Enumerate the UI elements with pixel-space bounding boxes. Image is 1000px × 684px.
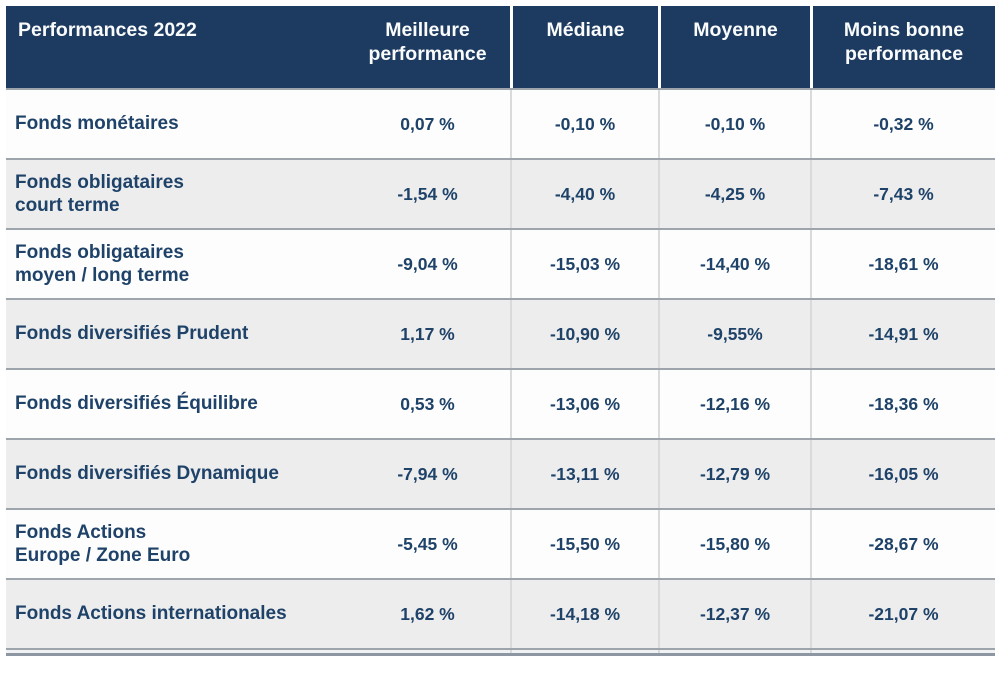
- row-label: Fonds diversifiés Dynamique: [15, 463, 279, 485]
- row-value: -1,54 %: [397, 183, 458, 204]
- row-value: 0,07 %: [400, 113, 455, 134]
- row-value: -15,80 %: [658, 510, 810, 578]
- footer-spacer: [6, 650, 345, 653]
- row-value: 1,62 %: [400, 603, 455, 624]
- row-label: Fonds monétaires: [15, 113, 179, 135]
- footer-spacer: [658, 650, 810, 653]
- table-row: Fonds diversifiés Prudent 1,17 % -10,90 % -…: [6, 298, 995, 368]
- table-header-row: Performances 2022 Meilleure performance …: [6, 6, 995, 88]
- row-value: -15,03 %: [510, 230, 658, 298]
- row-value: -4,25 %: [658, 160, 810, 228]
- row-value: -5,45 %: [397, 533, 458, 554]
- row-value: -12,16 %: [658, 370, 810, 438]
- table-row: Fonds obligataires moyen / long terme -9,…: [6, 228, 995, 298]
- row-value: 0,53 %: [400, 393, 455, 414]
- footer-spacer: [345, 650, 510, 653]
- table-row: Fonds diversifiés Équilibre 0,53 % -13,06 …: [6, 368, 995, 438]
- row-value: -10,90 %: [510, 300, 658, 368]
- row-value: -9,55%: [658, 300, 810, 368]
- row-label: Fonds diversifiés Équilibre: [15, 393, 258, 415]
- row-value: -0,32 %: [810, 90, 995, 158]
- row-value: -16,05 %: [810, 440, 995, 508]
- performance-table: Performances 2022 Meilleure performance …: [6, 6, 995, 656]
- table-row: Fonds obligataires court terme -1,54 % -4,…: [6, 158, 995, 228]
- row-value: -14,91 %: [810, 300, 995, 368]
- row-value: -13,11 %: [510, 440, 658, 508]
- row-value: -14,40 %: [658, 230, 810, 298]
- row-value: -7,94 %: [397, 463, 458, 484]
- row-value: -18,36 %: [810, 370, 995, 438]
- row-label: Fonds obligataires court terme: [15, 171, 184, 216]
- row-value: -12,37 %: [658, 580, 810, 648]
- row-label: Fonds obligataires moyen / long terme: [15, 241, 190, 286]
- row-value: -15,50 %: [510, 510, 658, 578]
- table-body: Fonds monétaires 0,07 % -0,10 % -0,10 % -0,3…: [6, 88, 995, 648]
- table-row: Fonds Actions internationales 1,62 % -14,1…: [6, 578, 995, 648]
- table-row: Fonds diversifiés Dynamique -7,94 % -13,11…: [6, 438, 995, 508]
- row-value: 1,17 %: [400, 323, 455, 344]
- footer-spacer: [810, 650, 995, 653]
- table-title: Performances 2022: [18, 19, 197, 41]
- footer-spacer: [510, 650, 658, 653]
- header-col-moins-bonne-performance: Moins bonne performance: [810, 6, 995, 88]
- row-value: -7,43 %: [810, 160, 995, 228]
- row-value: -14,18 %: [510, 580, 658, 648]
- row-value: -28,67 %: [810, 510, 995, 578]
- header-col-moyenne: Moyenne: [658, 6, 810, 88]
- header-col-mediane: Médiane: [510, 6, 658, 88]
- row-value: -12,79 %: [658, 440, 810, 508]
- row-value: -4,40 %: [510, 160, 658, 228]
- row-value: -18,61 %: [810, 230, 995, 298]
- row-label: Fonds Actions internationales: [15, 603, 287, 625]
- row-value: -21,07 %: [810, 580, 995, 648]
- table-footer-strip: [6, 648, 995, 656]
- row-value: -13,06 %: [510, 370, 658, 438]
- header-col-meilleure-performance: Meilleure performance: [368, 19, 487, 65]
- row-label: Fonds Actions Europe / Zone Euro: [15, 521, 191, 566]
- row-value: -9,04 %: [397, 253, 458, 274]
- row-value: -0,10 %: [510, 90, 658, 158]
- row-value: -0,10 %: [658, 90, 810, 158]
- row-label: Fonds diversifiés Prudent: [15, 323, 249, 345]
- table-row: Fonds Actions Europe / Zone Euro -5,45 % -…: [6, 508, 995, 578]
- table-row: Fonds monétaires 0,07 % -0,10 % -0,10 % -0,3…: [6, 88, 995, 158]
